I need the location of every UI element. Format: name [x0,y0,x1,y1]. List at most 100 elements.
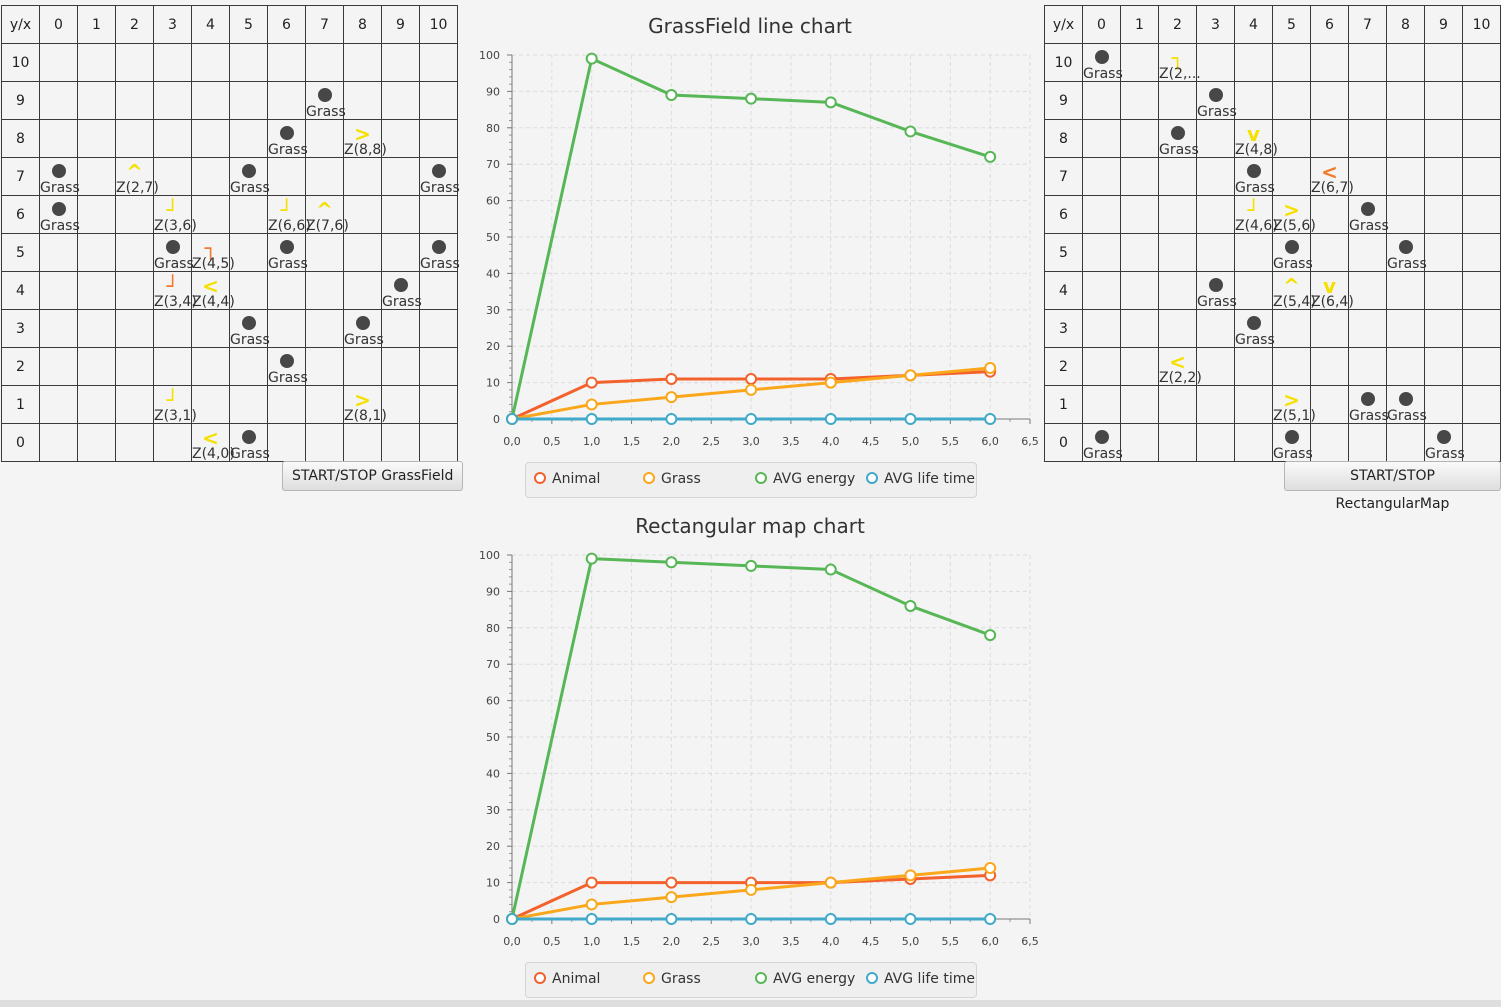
animal-label: Z(7,6) [306,218,349,234]
grid-y-header: 8 [1,119,40,158]
map-cell [1158,195,1197,234]
map-cell [267,271,306,310]
grid-x-header: 10 [419,5,458,44]
map-cell [1082,119,1121,158]
grass-icon [165,240,180,258]
map-cell [1120,81,1159,120]
chart-title: Rectangular map chart [635,514,865,538]
map-cell [1462,271,1501,310]
grass-icon [279,240,294,258]
map-cell [1348,233,1387,272]
map-cell [1386,195,1425,234]
map-cell [1462,385,1501,424]
series-point-2 [665,556,678,569]
grid-x-header: 9 [381,5,420,44]
map-cell [419,309,458,348]
map-cell [1348,81,1387,120]
grass-label: Grass [268,256,308,272]
map-cell [305,43,344,82]
map-cell [1310,119,1349,158]
grass-label: Grass [1083,446,1123,462]
map-cell: < Z(2,2) [1158,347,1202,386]
x-tick-label: 5,5 [942,435,960,448]
legend-label: AVG energy [773,471,856,487]
map-cell [305,233,344,272]
map-cell [191,309,230,348]
map-cell [1424,271,1463,310]
map-cell [419,195,458,234]
map-cell: Grass [229,423,270,462]
grass-icon [1094,50,1109,68]
series-point-1 [745,883,758,896]
legend-item: AVG energy [755,971,855,987]
animal-label: Z(8,1) [344,408,387,424]
map-cell: Grass [267,233,308,272]
grass-label: Grass [1197,104,1237,120]
map-cell: < Z(6,7) [1310,157,1354,196]
series-point-1 [745,383,758,396]
grid-y-header: 2 [1044,347,1083,386]
grass-label: Grass [382,294,422,310]
grass-label: Grass [230,446,270,462]
y-tick-label: 40 [486,267,500,280]
grid-y-header: 4 [1044,271,1083,310]
map-cell [191,81,230,120]
series-point-1 [904,869,917,882]
map-cell [39,81,78,120]
map-cell [381,309,420,348]
grid-x-header: 3 [1196,5,1235,44]
y-tick-label: 30 [486,804,500,817]
map-cell [39,309,78,348]
grid-x-header: 6 [267,5,306,44]
map-cell [39,423,78,462]
map-cell: Grass [1348,195,1389,234]
map-cell [39,347,78,386]
grass-icon [279,126,294,144]
map-cell [153,423,192,462]
map-cell [115,423,154,462]
map-cell: Grass [39,195,80,234]
map-cell [1386,119,1425,158]
grid-y-header: 3 [1044,309,1083,348]
grass-label: Grass [1273,256,1313,272]
series-point-3 [824,413,837,425]
map-cell [1120,43,1159,82]
map-cell: Grass [229,157,270,196]
x-tick-label: 4,5 [862,935,880,948]
grid-y-header: 7 [1044,157,1083,196]
grass-label: Grass [1387,408,1427,424]
map-cell [1082,347,1121,386]
grassfield-map-grid: y/x 0 1 2 3 4 5 6 7 8 9 10 10 9 Grass 8 Grass > Z(8,8) 7 Gra… [1,5,460,462]
grass-label: Grass [306,104,346,120]
series-point-2 [984,150,997,163]
map-cell [381,347,420,386]
x-tick-label: 0,0 [503,435,521,448]
animal-label: Z(8,8) [344,142,387,158]
map-cell [229,271,268,310]
map-cell: ┐ Z(2,... [1158,43,1201,82]
map-cell [343,81,382,120]
map-cell [1462,119,1501,158]
map-cell [1158,423,1197,462]
start-stop-rectangular-button[interactable]: START/STOP RectangularMap [1284,461,1501,512]
start-stop-grassfield-button[interactable]: START/STOP GrassField [282,461,464,491]
map-cell [1386,157,1425,196]
grass-label: Grass [1349,408,1389,424]
animal-label: Z(6,7) [1311,180,1354,196]
grass-icon [1360,392,1375,410]
series-point-1 [984,362,997,375]
map-cell: v Z(6,4) [1310,271,1354,310]
grass-label: Grass [40,218,80,234]
animal-left-arrow-icon: < [1169,350,1186,374]
x-tick-label: 1,5 [623,435,641,448]
series-point-0 [585,876,598,889]
grid-x-header: 0 [39,5,78,44]
map-cell [267,385,306,424]
map-cell [1158,81,1197,120]
series-point-1 [585,898,598,911]
map-cell [305,271,344,310]
map-cell: Grass [1082,43,1123,82]
map-cell [1196,43,1235,82]
grass-icon [1284,240,1299,258]
x-tick-label: 1,0 [583,435,601,448]
